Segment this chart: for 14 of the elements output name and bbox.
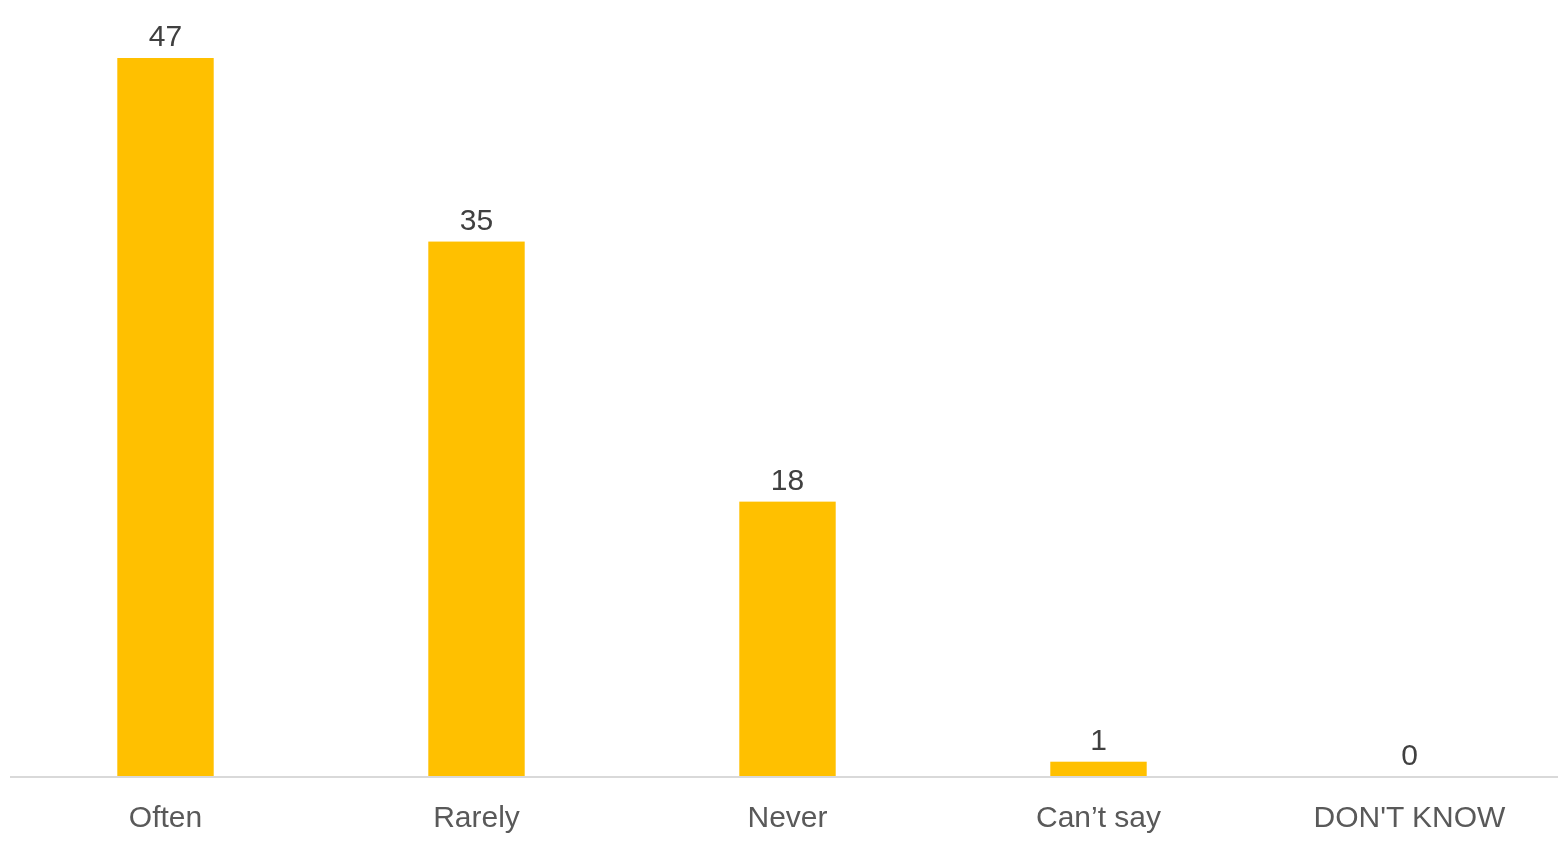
x-tick-label: DON'T KNOW (1313, 800, 1507, 833)
bar (428, 241, 525, 777)
data-label: 35 (459, 202, 494, 236)
x-tick-label: Can’t say (1035, 800, 1162, 833)
bar (117, 58, 214, 777)
data-label: 0 (1401, 738, 1418, 771)
data-label: 1 (1090, 722, 1107, 756)
bar (1050, 761, 1147, 777)
bar (739, 501, 836, 777)
x-tick-label: Often (128, 800, 203, 833)
x-tick-label: Rarely (433, 800, 520, 833)
data-label: 47 (148, 19, 183, 52)
x-tick-label: Never (747, 800, 828, 833)
data-label: 18 (770, 462, 805, 496)
